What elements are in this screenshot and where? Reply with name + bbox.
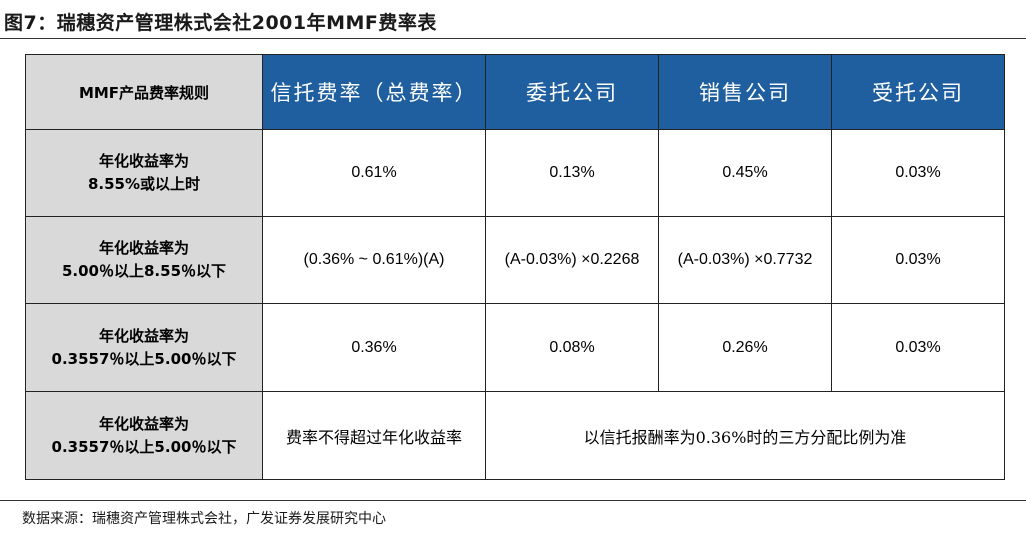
cell-sales: 0.45%	[658, 129, 832, 217]
row-label: 年化收益率为 5.00％以上8.55％以下	[25, 216, 263, 304]
row-label: 年化收益率为 8.55%或以上时	[25, 129, 263, 217]
title-rule	[0, 38, 1026, 39]
table-row: 年化收益率为 0.3557％以上5.00％以下 0.36% 0.08% 0.26…	[25, 303, 1005, 392]
cell-trust-fee: 费率不得超过年化收益率	[262, 391, 486, 480]
source-note: 数据来源：瑞穗资产管理株式会社，广发证券发展研究中心	[22, 511, 386, 527]
row-label-line1: 年化收益率为	[98, 326, 189, 345]
table-row: 年化收益率为 5.00％以上8.55％以下 (0.36% ~ 0.61%)(A)…	[25, 216, 1005, 304]
cell-sales: (A-0.03%) ×0.7732	[658, 216, 832, 304]
row-label-line1: 年化收益率为	[98, 152, 189, 170]
cell-trustee: 0.03%	[831, 303, 1005, 392]
header-sales: 销售公司	[658, 54, 832, 130]
cell-trustee: 0.03%	[831, 129, 1005, 217]
header-trustee: 受托公司	[831, 54, 1005, 130]
header-trust-fee: 信托费率（总费率）	[262, 54, 486, 130]
row-label-line2: 0.3557％以上5.00％以下	[51, 349, 237, 368]
figure-title: 图7：瑞穗资产管理株式会社2001年MMF费率表	[4, 12, 437, 34]
cell-trustee: 0.03%	[831, 216, 1005, 304]
cell-merged-allocation: 以信托报酬率为0.36%时的三方分配比例为准	[485, 391, 1005, 480]
row-label-line1: 年化收益率为	[98, 414, 189, 433]
header-consignor: 委托公司	[485, 54, 659, 130]
table-row: 年化收益率为 8.55%或以上时 0.61% 0.13% 0.45% 0.03%	[25, 129, 1005, 217]
table-header-row: MMF产品费率规则 信托费率（总费率） 委托公司 销售公司 受托公司	[25, 54, 1005, 130]
cell-consignor: 0.13%	[485, 129, 659, 217]
row-label: 年化收益率为 0.3557％以上5.00％以下	[25, 391, 263, 480]
table-row: 年化收益率为 0.3557％以上5.00％以下 费率不得超过年化收益率 以信托报…	[25, 391, 1005, 480]
source-rule	[0, 500, 1026, 501]
row-label-line2: 8.55%或以上时	[87, 175, 201, 193]
cell-sales: 0.26%	[658, 303, 832, 392]
cell-trust-fee: 0.36%	[262, 303, 486, 392]
cell-consignor: (A-0.03%) ×0.2268	[485, 216, 659, 304]
row-label-line2: 5.00％以上8.55％以下	[61, 262, 227, 280]
header-rule-label: MMF产品费率规则	[25, 54, 263, 130]
row-label: 年化收益率为 0.3557％以上5.00％以下	[25, 303, 263, 392]
row-label-line2: 0.3557％以上5.00％以下	[51, 437, 237, 456]
fee-table: MMF产品费率规则 信托费率（总费率） 委托公司 销售公司 受托公司 年化收益率…	[25, 54, 1005, 480]
row-label-line1: 年化收益率为	[98, 239, 189, 257]
cell-consignor: 0.08%	[485, 303, 659, 392]
cell-trust-fee: 0.61%	[262, 129, 486, 217]
cell-trust-fee: (0.36% ~ 0.61%)(A)	[262, 216, 486, 304]
